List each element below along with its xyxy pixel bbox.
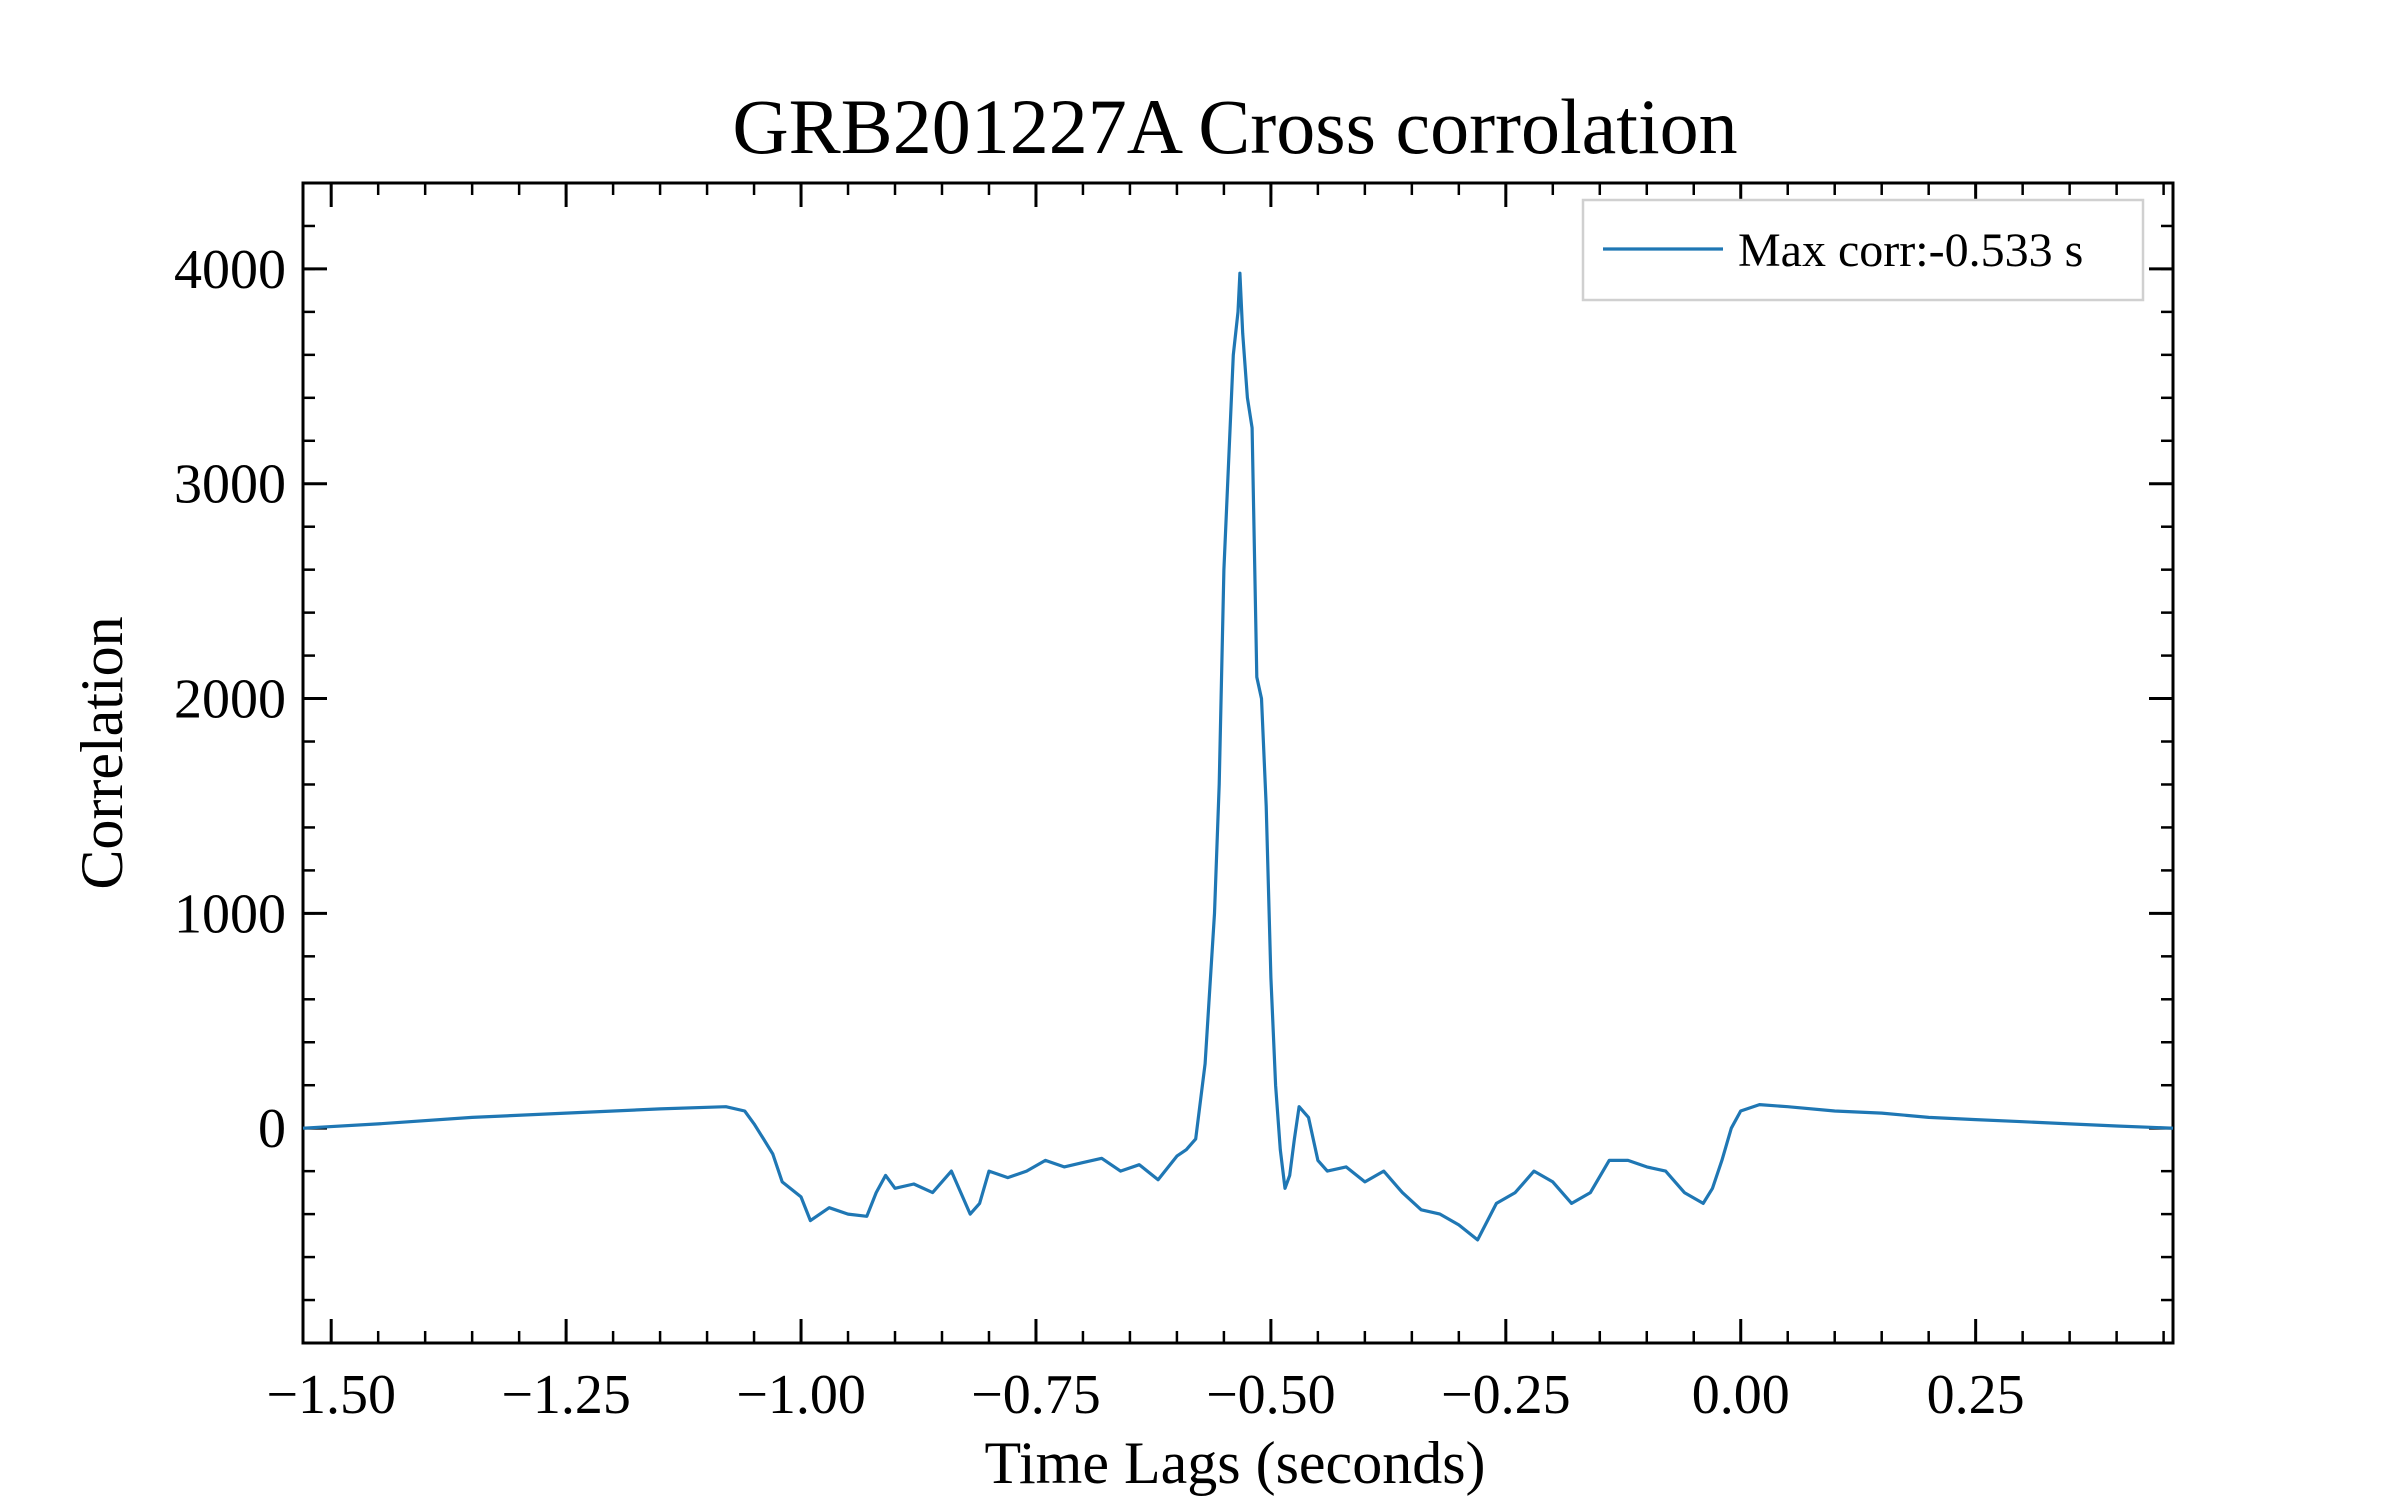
y-tick-label: 4000	[174, 239, 286, 301]
x-tick-label: 0.25	[1927, 1364, 2025, 1426]
x-tick-label: −1.00	[736, 1364, 866, 1426]
chart-title: GRB201227A Cross corrolation	[732, 83, 1737, 170]
x-tick-labels: −1.50 −1.25 −1.00 −0.75 −0.50 −0.25 0.00 0.25	[266, 1364, 2024, 1426]
x-tick-label: −0.50	[1206, 1364, 1336, 1426]
y-axis-label: Correlation	[69, 616, 135, 889]
x-tick-label: 0.00	[1692, 1364, 1790, 1426]
y-tick-label: 0	[258, 1098, 286, 1160]
y-tick-label: 2000	[174, 669, 286, 731]
x-tick-label: −1.25	[501, 1364, 631, 1426]
y-tick-labels: 0 1000 2000 3000 4000	[174, 239, 286, 1160]
x-tick-label: −0.25	[1441, 1364, 1571, 1426]
legend: Max corr:-0.533 s	[1581, 198, 2145, 302]
axes-frame	[301, 181, 2175, 1345]
x-tick-label: −1.50	[266, 1364, 396, 1426]
plot-area	[301, 181, 2175, 1345]
y-tick-label: 1000	[174, 883, 286, 945]
legend-entry-label: Max corr:-0.533 s	[1738, 224, 2083, 277]
minor-ticks	[303, 181, 2173, 1345]
correlation-series-line	[302, 271, 2174, 1242]
x-axis-label: Time Lags (seconds)	[984, 1430, 1485, 1496]
y-tick-label: 3000	[174, 454, 286, 516]
x-tick-label: −0.75	[971, 1364, 1101, 1426]
major-ticks	[303, 183, 2173, 1343]
